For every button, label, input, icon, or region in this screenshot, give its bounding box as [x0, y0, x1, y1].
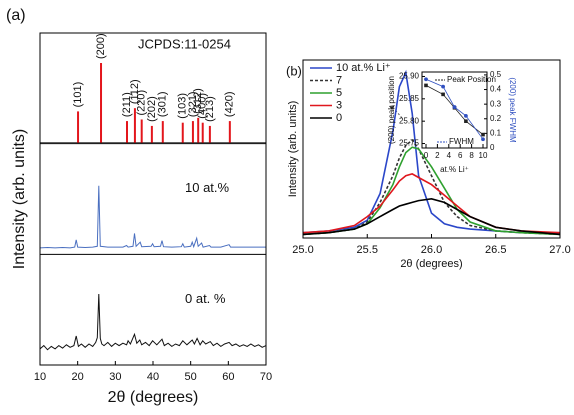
point	[481, 132, 485, 137]
x-axis-label: 2θ (degrees)	[400, 258, 462, 270]
peak-label: (301)	[157, 91, 169, 117]
series-line	[302, 69, 560, 234]
legend-label: 3	[336, 99, 342, 111]
series-line	[302, 138, 561, 236]
legend-label: Peak Position	[447, 75, 496, 84]
series-line	[302, 173, 561, 234]
x-axis-label: at.% Li⁺	[440, 165, 469, 174]
reference-name: JCPDS:11-0254	[138, 36, 231, 51]
x-tick-label: 2	[435, 151, 440, 160]
y2-tick-label: 0.2	[490, 114, 502, 123]
x-tick-label: 10	[479, 151, 488, 160]
x-tick-label: 30	[109, 371, 121, 383]
x-tick-label: 20	[72, 371, 84, 383]
y2-axis-label: (200) peak FWHM	[508, 77, 517, 143]
x-tick-label: 26.0	[421, 244, 442, 256]
point	[441, 84, 445, 89]
y2-tick-label: 0.5	[490, 70, 502, 79]
x-tick-label: 0	[424, 151, 429, 160]
series-label: 0 at. %	[185, 291, 226, 306]
panel-label: (b)	[286, 63, 302, 78]
pattern-line	[39, 185, 266, 249]
legend-label: FWHM	[449, 137, 474, 146]
point	[424, 83, 428, 88]
point	[452, 105, 457, 109]
x-axis-label: 2θ (degrees)	[108, 389, 199, 406]
inset-bg	[422, 72, 487, 148]
x-tick-label: 50	[185, 371, 197, 383]
series-line	[302, 197, 561, 236]
y-axis-label: (200) peak position	[387, 76, 396, 144]
peak-label: (103)	[177, 93, 189, 119]
peak-label: (200)	[95, 33, 107, 59]
plot-frame	[39, 32, 267, 366]
legend-label: 5	[336, 87, 342, 99]
legend-label: 10 at.% Li⁺	[336, 62, 391, 74]
x-tick-label: 60	[222, 371, 234, 383]
annotation-arrowhead	[389, 105, 395, 110]
point	[441, 92, 445, 97]
y-axis-label: Intensity (arb. units)	[287, 101, 299, 198]
x-tick-label: 25.0	[292, 244, 313, 256]
point	[481, 137, 485, 142]
point	[464, 119, 468, 123]
peak-label: (202)	[146, 96, 158, 122]
y-axis-label: Intensity (arb. units)	[11, 129, 28, 270]
y-tick-label: 25.85	[399, 94, 420, 103]
y-tick-label: 25.90	[399, 72, 420, 81]
pattern-line	[39, 293, 267, 351]
x-tick-label: 40	[147, 371, 159, 383]
peak-label: (321)	[187, 91, 199, 117]
x-tick-label: 26.5	[485, 244, 506, 256]
peak-label: (220)	[136, 90, 148, 116]
x-tick-label: 25.5	[357, 244, 378, 256]
x-tick-label: 70	[260, 371, 272, 383]
peak-label: (112)	[129, 79, 141, 104]
legend-label: 7	[336, 74, 342, 86]
peak-label: (101)	[72, 82, 84, 108]
x-tick-label: 4	[447, 151, 452, 160]
y2-tick-label: 0.3	[490, 99, 502, 108]
point	[424, 77, 428, 82]
plot-frame	[421, 71, 488, 149]
annotation-arrow	[391, 105, 403, 119]
plot-frame	[302, 59, 561, 239]
peak-label: (211)	[121, 92, 133, 117]
point	[464, 113, 468, 118]
peak-label: (213)	[204, 96, 216, 122]
x-tick-label: 10	[34, 371, 46, 383]
series-label: 10 at.%	[185, 180, 230, 195]
peak-label: (420)	[224, 91, 236, 117]
x-tick-label: 27.0	[549, 244, 570, 256]
peak-label: (400)	[197, 93, 209, 119]
x-tick-label: 6	[458, 151, 463, 160]
y-tick-label: 25.75	[399, 139, 420, 148]
y2-tick-label: 0.1	[490, 128, 502, 137]
y-tick-label: 25.80	[399, 116, 420, 125]
y2-tick-label: 0.4	[490, 85, 502, 94]
legend-label: 0	[336, 112, 342, 124]
panel-label: (a)	[6, 7, 26, 24]
series-line	[302, 146, 561, 236]
peak-label: (312)	[192, 88, 204, 114]
y2-tick-label: 0	[490, 143, 495, 152]
x-tick-label: 8	[469, 151, 474, 160]
